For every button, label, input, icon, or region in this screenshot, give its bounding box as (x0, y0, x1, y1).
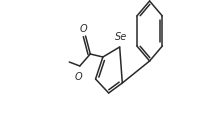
Text: O: O (75, 71, 82, 81)
Text: Se: Se (114, 31, 127, 41)
Text: O: O (79, 23, 87, 33)
